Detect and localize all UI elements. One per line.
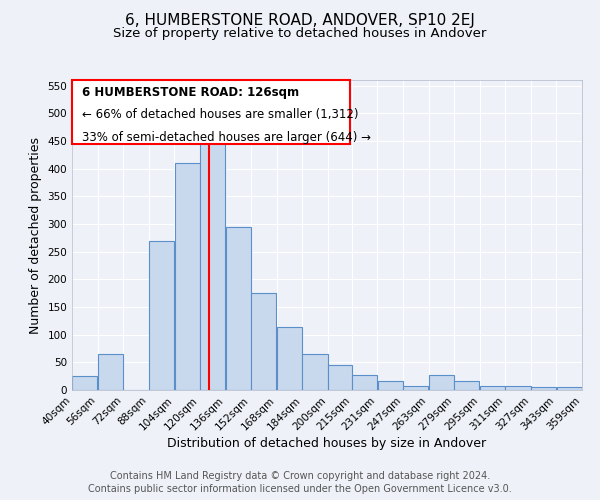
Bar bbox=[302, 354, 328, 390]
Bar bbox=[72, 376, 97, 390]
Bar bbox=[200, 138, 225, 390]
Bar bbox=[328, 365, 352, 390]
Bar bbox=[454, 381, 479, 390]
Text: Contains HM Land Registry data © Crown copyright and database right 2024.: Contains HM Land Registry data © Crown c… bbox=[110, 471, 490, 481]
Y-axis label: Number of detached properties: Number of detached properties bbox=[29, 136, 42, 334]
Bar bbox=[277, 328, 302, 390]
Bar bbox=[226, 226, 251, 390]
Bar bbox=[557, 387, 582, 390]
Bar bbox=[377, 381, 403, 390]
Bar bbox=[531, 387, 556, 390]
Text: Contains public sector information licensed under the Open Government Licence v3: Contains public sector information licen… bbox=[88, 484, 512, 494]
Bar bbox=[429, 375, 454, 390]
Text: 33% of semi-detached houses are larger (644) →: 33% of semi-detached houses are larger (… bbox=[82, 131, 371, 144]
Bar bbox=[175, 163, 200, 390]
Text: 6 HUMBERSTONE ROAD: 126sqm: 6 HUMBERSTONE ROAD: 126sqm bbox=[82, 86, 299, 99]
Bar bbox=[505, 386, 530, 390]
Text: Size of property relative to detached houses in Andover: Size of property relative to detached ho… bbox=[113, 28, 487, 40]
Bar bbox=[251, 293, 277, 390]
Text: 6, HUMBERSTONE ROAD, ANDOVER, SP10 2EJ: 6, HUMBERSTONE ROAD, ANDOVER, SP10 2EJ bbox=[125, 12, 475, 28]
X-axis label: Distribution of detached houses by size in Andover: Distribution of detached houses by size … bbox=[167, 438, 487, 450]
Bar bbox=[98, 354, 123, 390]
FancyBboxPatch shape bbox=[72, 80, 350, 144]
Text: ← 66% of detached houses are smaller (1,312): ← 66% of detached houses are smaller (1,… bbox=[82, 108, 359, 121]
Bar bbox=[480, 386, 505, 390]
Bar bbox=[352, 375, 377, 390]
Bar bbox=[403, 386, 428, 390]
Bar bbox=[149, 240, 174, 390]
